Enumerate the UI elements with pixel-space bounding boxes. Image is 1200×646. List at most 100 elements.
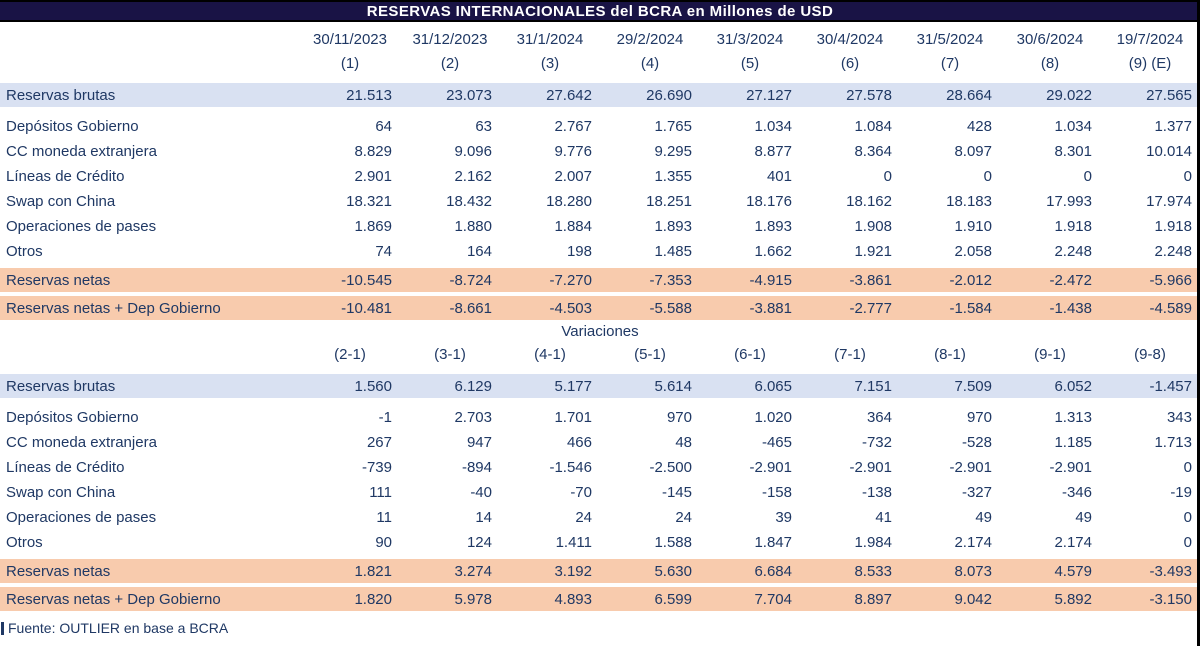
cell-value: 1.918 [1154, 218, 1192, 235]
cell-value: 947 [466, 434, 492, 451]
cell-value: -8.661 [449, 299, 492, 317]
table-row: Swap con China 18.321 18.432 18.280 18.251 18… [0, 189, 1200, 214]
cell-value: 24 [675, 509, 692, 526]
cell-value: 5.892 [1054, 590, 1092, 608]
cell-value: -2.472 [1049, 271, 1092, 289]
cell-value: 3.192 [554, 562, 592, 580]
table-row: Operaciones de pases 1.869 1.880 1.884 1.893… [0, 214, 1200, 239]
cell-value: -346 [1061, 484, 1092, 501]
cell-value: 27.127 [746, 86, 792, 104]
cell-value: 2.248 [1054, 243, 1092, 260]
row-label: Líneas de Crédito [6, 459, 125, 476]
cell-value: -10.481 [341, 299, 392, 317]
row-label: Reservas netas [6, 271, 111, 289]
row-label: Swap con China [6, 193, 116, 210]
cell-value: 466 [566, 434, 592, 451]
row-label: Depósitos Gobierno [6, 118, 139, 135]
variations-table: (2-1) (3-1) (4-1) (5-1) (6-1) (7-1) (8-1) (9-1)… [0, 342, 1200, 611]
cell-value: -40 [470, 484, 492, 501]
cell-value: 7.151 [854, 377, 892, 395]
column-header: (8-1) [934, 345, 966, 363]
variations-section-label: Variaciones [561, 322, 639, 340]
cell-value: 10.014 [1146, 143, 1192, 160]
cell-value: 1.880 [454, 218, 492, 235]
cell-value: 6.052 [1054, 377, 1092, 395]
row-label: Operaciones de pases [6, 509, 157, 526]
cell-value: 1.701 [554, 409, 592, 426]
column-header: (2-1) [334, 345, 366, 363]
footer-tick-mark [1, 621, 4, 635]
cell-value: -1.584 [949, 299, 992, 317]
cell-value: 111 [369, 484, 392, 501]
cell-value: 970 [966, 409, 992, 426]
cell-value: 28.664 [946, 86, 992, 104]
cell-value: 1.313 [1054, 409, 1092, 426]
cell-value: 5.177 [554, 377, 592, 395]
cell-value: 364 [866, 409, 892, 426]
cell-value: 48 [675, 434, 692, 451]
cell-value: 8.364 [854, 143, 892, 160]
table-row: Reservas netas -10.545 -8.724 -7.270 -7.353 -… [0, 268, 1200, 292]
column-header: (9) (E) [1128, 54, 1172, 72]
cell-value: 1.765 [654, 118, 692, 135]
cell-value: -70 [570, 484, 592, 501]
cell-value: 401 [766, 168, 792, 185]
cell-value: -145 [661, 484, 692, 501]
cell-value: -894 [461, 459, 492, 476]
column-header-row: 30/11/2023 31/12/2023 31/1/2024 29/2/2024 31… [0, 27, 1200, 51]
cell-value: 64 [375, 118, 392, 135]
cell-value: 1.713 [1154, 434, 1192, 451]
cell-value: 9.096 [454, 143, 492, 160]
cell-value: 18.280 [546, 193, 592, 210]
cell-value: 7.509 [954, 377, 992, 395]
cell-value: -528 [961, 434, 992, 451]
column-header: (7-1) [834, 345, 866, 363]
cell-value: 4.579 [1054, 562, 1092, 580]
cell-value: -8.724 [449, 271, 492, 289]
cell-value: 3.274 [454, 562, 492, 580]
cell-value: 23.073 [446, 86, 492, 104]
cell-value: -5.966 [1149, 271, 1192, 289]
column-header: 31/1/2024 [516, 30, 584, 48]
column-header: (3) [540, 54, 560, 72]
cell-value: 1.662 [754, 243, 792, 260]
cell-value: -19 [1170, 484, 1192, 501]
column-header: 31/5/2024 [916, 30, 984, 48]
cell-value: -1 [378, 409, 392, 426]
table-title-bar: RESERVAS INTERNACIONALES del BCRA en Mil… [0, 0, 1200, 22]
column-header: (9-8) [1134, 345, 1166, 363]
cell-value: 26.690 [646, 86, 692, 104]
cell-value: 27.565 [1146, 86, 1192, 104]
cell-value: -3.493 [1149, 562, 1192, 580]
cell-value: 1.355 [654, 168, 692, 185]
cell-value: 7.704 [754, 590, 792, 608]
cell-value: 24 [575, 509, 592, 526]
cell-value: 1.020 [754, 409, 792, 426]
cell-value: 1.893 [654, 218, 692, 235]
row-label: Swap con China [6, 484, 116, 501]
table-row: Reservas netas + Dep Gobierno -10.481 -8.6… [0, 296, 1200, 320]
table-row: Otros 90 124 1.411 1.588 1.847 1.984 2.174 2.174… [0, 530, 1200, 555]
cell-value: -3.150 [1149, 590, 1192, 608]
cell-value: 1.485 [654, 243, 692, 260]
cell-value: 8.533 [854, 562, 892, 580]
cell-value: 970 [666, 409, 692, 426]
cell-value: 1.820 [354, 590, 392, 608]
cell-value: -739 [361, 459, 392, 476]
cell-value: 0 [1183, 168, 1192, 185]
cell-value: 2.162 [454, 168, 492, 185]
cell-value: 1.921 [854, 243, 892, 260]
cell-value: -2.901 [949, 459, 992, 476]
column-header: 31/3/2024 [716, 30, 784, 48]
table-row: Otros 74 164 198 1.485 1.662 1.921 2.058 2.248 2.… [0, 239, 1200, 264]
cell-value: 1.588 [654, 534, 692, 551]
cell-value: 5.614 [654, 377, 692, 395]
cell-value: 1.847 [754, 534, 792, 551]
right-edge-line [1197, 0, 1200, 646]
cell-value: 8.301 [1054, 143, 1092, 160]
cell-value: -2.901 [749, 459, 792, 476]
table-row: Depósitos Gobierno 64 63 2.767 1.765 1.034 1.0… [0, 114, 1200, 139]
cell-value: 17.974 [1146, 193, 1192, 210]
cell-value: 8.877 [754, 143, 792, 160]
cell-value: 1.910 [954, 218, 992, 235]
